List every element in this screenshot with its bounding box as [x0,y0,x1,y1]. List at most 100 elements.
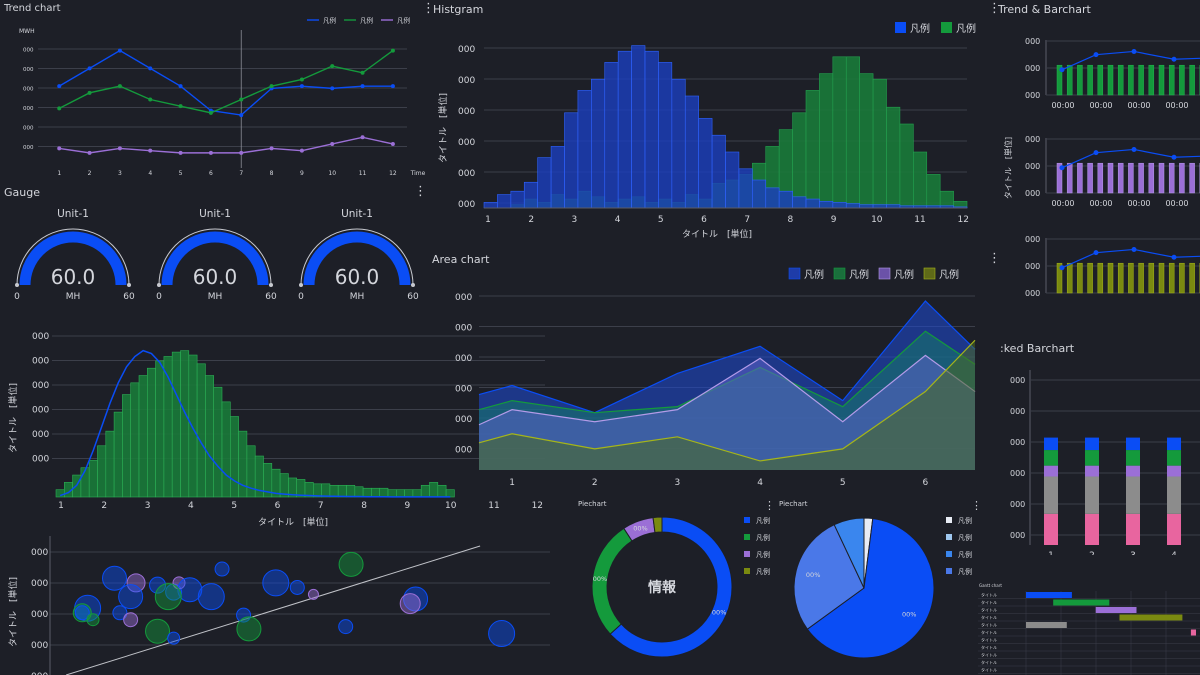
tb-bar [1077,262,1083,294]
gauge-unit-label: Unit-1 [341,208,373,220]
bubble-point [307,588,319,600]
bubble-point [236,607,252,623]
area-y-tick: 000 [455,324,472,334]
gantt-svg: タイトルタイトルタイトルタイトルタイトルタイトルタイトルタイトルタイトルタイトル… [978,591,1200,675]
hist-x-tick: 6 [701,215,707,225]
hist-bar [778,190,793,209]
area-legend-label: 凡例 [939,268,959,281]
stack-bar-segment [1126,465,1140,477]
trend-point [87,66,92,71]
tb-bar [1128,64,1134,96]
bubble-point [86,613,100,627]
tb-bar [1179,262,1185,294]
trend-point [87,90,92,95]
bubble-point [72,603,92,623]
area-menu-icon[interactable]: ⋮ [988,251,1000,266]
trend-y-tick: 000 [23,48,34,54]
tb-y-tick: 000 [1025,91,1040,100]
pie1-legend-label: 凡例 [756,516,770,525]
gauge-min-dot [299,283,303,287]
tb-bar [1107,162,1114,194]
stack-bar-segment [1085,476,1099,514]
pie2-legend-label: 凡例 [958,533,972,542]
tb-bar [1179,162,1185,194]
area-series-line [478,354,976,426]
trend-barchart-menu-icon[interactable]: ⋮ [988,1,1001,16]
gantt-task-bar [1026,622,1067,628]
pie2-legend-label: 凡例 [958,567,972,576]
tb-bar [1189,262,1195,294]
density-bar [105,430,115,498]
trend-point [360,135,365,140]
hist-y-tick: 000 [458,169,475,179]
hist-bar [886,106,901,209]
pie1-slice-label: 00% [593,575,607,583]
bubble-trend-line [65,545,481,675]
hist-legend-swatch [895,22,906,33]
density-y-tick: 000 [32,381,49,391]
density-x-tick: 6 [275,501,281,511]
gantt-row-label: タイトル [981,629,997,635]
tb-trend-point [1131,48,1137,54]
bubble-point [236,616,262,642]
hist-bar [872,204,887,209]
gantt-row-label: タイトル [981,614,997,620]
tb-bar [1168,262,1175,294]
tb-bar [1087,64,1093,96]
pie1-slice [652,516,663,534]
trend-point [148,66,153,71]
trend-y-unit: MWH [19,28,35,35]
gauge-fill-arc [19,231,127,286]
stack-bar-segment [1126,437,1140,451]
tb-y-tick: 000 [1025,135,1040,144]
gauge-outer-ring [300,228,414,286]
hist-x-tick: 12 [957,215,968,225]
trend-barchart-svg: 000 000 000 00:00 00:00 00:00 00:00 000 000 000 00… [1003,37,1200,298]
pie2-slice [806,517,935,659]
gauge-unit-label: Unit-1 [199,208,231,220]
stack-bar-segment [1085,513,1099,545]
trend-x-tick: 7 [239,170,243,177]
trend-legend-label: 凡例 [323,16,336,25]
gauge-menu-icon[interactable]: ⋮ [414,184,427,199]
density-y-tick: 000 [32,357,49,367]
hist-bar [725,151,740,209]
piechart-2-menu-icon[interactable]: ⋮ [971,499,982,512]
hist-bar [805,198,820,209]
hist-bar [523,181,538,209]
trend-point [208,150,213,155]
trend-point [239,113,244,118]
hist-x-tick: 3 [572,215,578,225]
bubble-point [177,577,203,603]
bubble-point [403,586,429,612]
trend-point [330,141,335,146]
bubble-y-tick: 000 [31,579,48,589]
trend-point [117,84,122,89]
trend-point [299,148,304,153]
hist-bar [752,179,767,209]
density-bar [138,375,148,498]
histogram-menu-icon[interactable]: ⋮ [422,1,435,16]
density-bar [155,360,165,498]
pie1-legend-swatch [744,551,750,557]
tb-y-label: タイトル [単位] [1003,137,1013,199]
trend-point [178,84,183,89]
stack-y-tick: 000 [1010,407,1025,416]
hist-bar [564,112,579,209]
bubble-point [488,620,516,648]
hist-bar [845,56,860,209]
area-legend-swatch [923,267,936,280]
piechart-1-menu-icon[interactable]: ⋮ [764,499,775,512]
stack-y-tick: 000 [1010,376,1025,385]
trend-x-tick: 6 [209,170,213,177]
density-x-tick: 7 [318,501,324,511]
hist-bar [483,202,498,209]
tb-bar [1107,64,1114,96]
density-bar [329,484,339,498]
density-bar [321,483,331,498]
hist-x-tick: 8 [788,215,794,225]
gantt-row-label: タイトル [981,622,997,628]
bubble-point [118,584,144,610]
piechart-1-title: Piechart [578,500,607,508]
